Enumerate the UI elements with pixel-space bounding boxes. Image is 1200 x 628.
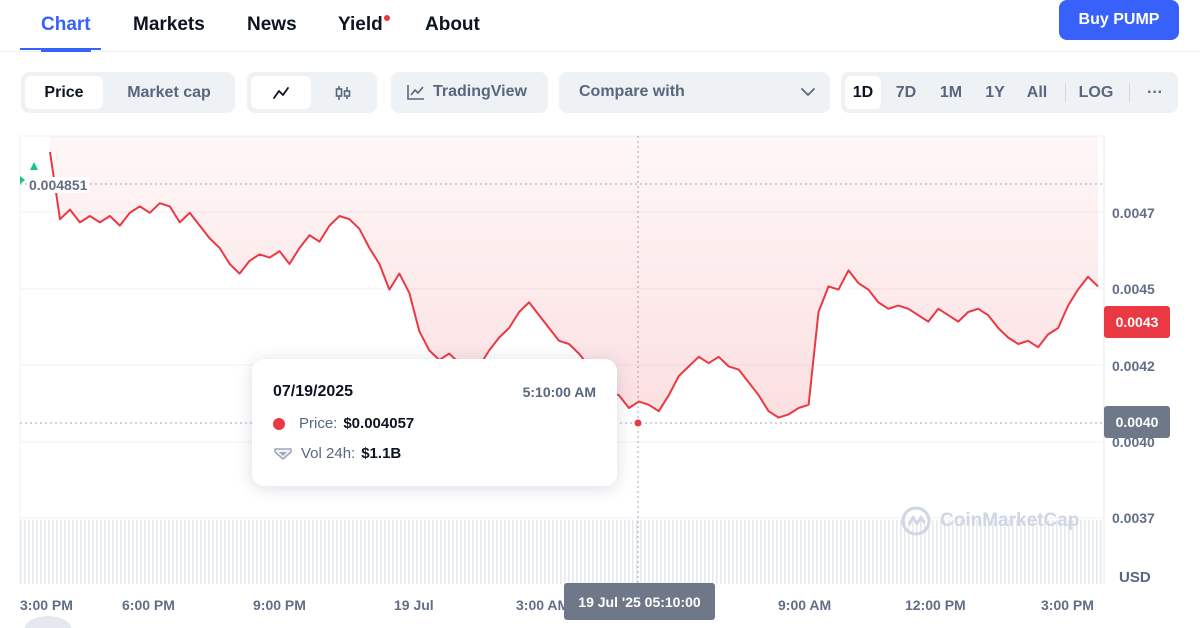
price-toggle-button[interactable]: Price (25, 76, 103, 109)
tradingview-label: TradingView (433, 83, 527, 100)
avatar[interactable] (24, 616, 72, 628)
crosshair-point (633, 418, 643, 428)
candlestick-icon (335, 85, 351, 100)
currency-unit-label: USD (1119, 569, 1151, 586)
active-tab-underline (20, 48, 101, 50)
compare-with-select[interactable]: Compare with (559, 72, 830, 113)
price-series-dot-icon (273, 417, 285, 430)
range-1d-button[interactable]: 1D (845, 76, 881, 109)
price-series-line (49, 151, 1099, 419)
x-tick-label: 9:00 AM (778, 597, 832, 613)
volume-icon (274, 447, 292, 460)
tooltip-price-row: Price: $0.004057 (273, 415, 414, 432)
high-marker-icon (30, 162, 38, 170)
current-price-tag: 0.0043 (1104, 306, 1170, 338)
tab-yield-label: Yield (338, 14, 383, 35)
y-tick-label: 0.0045 (1112, 281, 1155, 297)
line-chart-icon (273, 86, 289, 99)
log-scale-button[interactable]: LOG (1078, 83, 1114, 101)
tab-chart[interactable]: Chart (41, 14, 91, 52)
tab-markets[interactable]: Markets (133, 14, 205, 35)
tooltip-date: 07/19/2025 (273, 383, 354, 400)
line-chart-button[interactable] (251, 76, 311, 109)
tooltip-time: 5:10:00 AM (522, 384, 596, 400)
metric-toggle: Price Market cap (21, 72, 235, 113)
buy-pump-button[interactable]: Buy PUMP (1059, 0, 1179, 40)
range-1m-button[interactable]: 1M (939, 83, 963, 101)
x-tick-label: 6:00 PM (122, 597, 175, 613)
x-tick-label: 3:00 AM (516, 597, 570, 613)
chart-type-toggle (247, 72, 377, 113)
candlestick-button[interactable] (313, 76, 373, 109)
tab-about[interactable]: About (425, 14, 480, 35)
toolbar-divider (1129, 83, 1130, 102)
high-price-label: 0.004851 (27, 177, 90, 193)
watermark-text: CoinMarketCap (940, 510, 1080, 531)
tooltip-volume-row: Vol 24h: $1.1B (273, 445, 401, 462)
x-tick-label: 12:00 PM (905, 597, 966, 613)
market-cap-toggle-button[interactable]: Market cap (127, 83, 211, 101)
x-tick-label: 9:00 PM (253, 597, 306, 613)
tooltip-volume-label: Vol 24h: (301, 445, 356, 462)
x-tick-label: 3:00 PM (20, 597, 73, 613)
more-options-button[interactable]: ··· (1147, 83, 1163, 101)
start-marker-icon (20, 176, 25, 184)
toolbar-divider (1065, 83, 1066, 102)
coinmarketcap-watermark: CoinMarketCap (900, 505, 1079, 537)
chevron-down-icon (801, 88, 815, 96)
y-tick-label: 0.0040 (1112, 434, 1155, 450)
notification-dot (383, 15, 390, 21)
price-area-fill (50, 136, 1098, 418)
chart-tooltip: 07/19/2025 5:10:00 AM Price: $0.004057 V… (252, 359, 617, 486)
x-tick-label: 3:00 PM (1041, 597, 1094, 613)
y-tick-label: 0.0037 (1112, 510, 1155, 526)
tooltip-price-value: $0.004057 (343, 415, 415, 432)
tab-yield[interactable]: Yield (338, 14, 390, 52)
tooltip-price-label: Price: (299, 415, 338, 432)
range-all-button[interactable]: All (1026, 83, 1048, 101)
top-nav: Chart Markets News Yield About Buy PUMP (0, 0, 1200, 52)
tradingview-button[interactable]: TradingView (391, 72, 548, 113)
tooltip-volume-value: $1.1B (361, 445, 402, 462)
y-tick-label: 0.0047 (1112, 205, 1155, 221)
crosshair-time-tag: 19 Jul '25 05:10:00 (564, 583, 715, 620)
crosshair-price-tag: 0.0040 (1104, 406, 1170, 438)
tradingview-icon (407, 85, 424, 100)
coinmarketcap-logo-icon (901, 506, 931, 536)
range-7d-button[interactable]: 7D (895, 83, 917, 101)
tab-news[interactable]: News (247, 14, 297, 35)
x-tick-label: 19 Jul (394, 597, 434, 613)
compare-with-placeholder: Compare with (579, 83, 685, 100)
y-tick-label: 0.0042 (1112, 358, 1155, 374)
time-range-toggle: 1D 7D 1M 1Y All LOG ··· (841, 72, 1178, 113)
range-1y-button[interactable]: 1Y (985, 83, 1005, 101)
